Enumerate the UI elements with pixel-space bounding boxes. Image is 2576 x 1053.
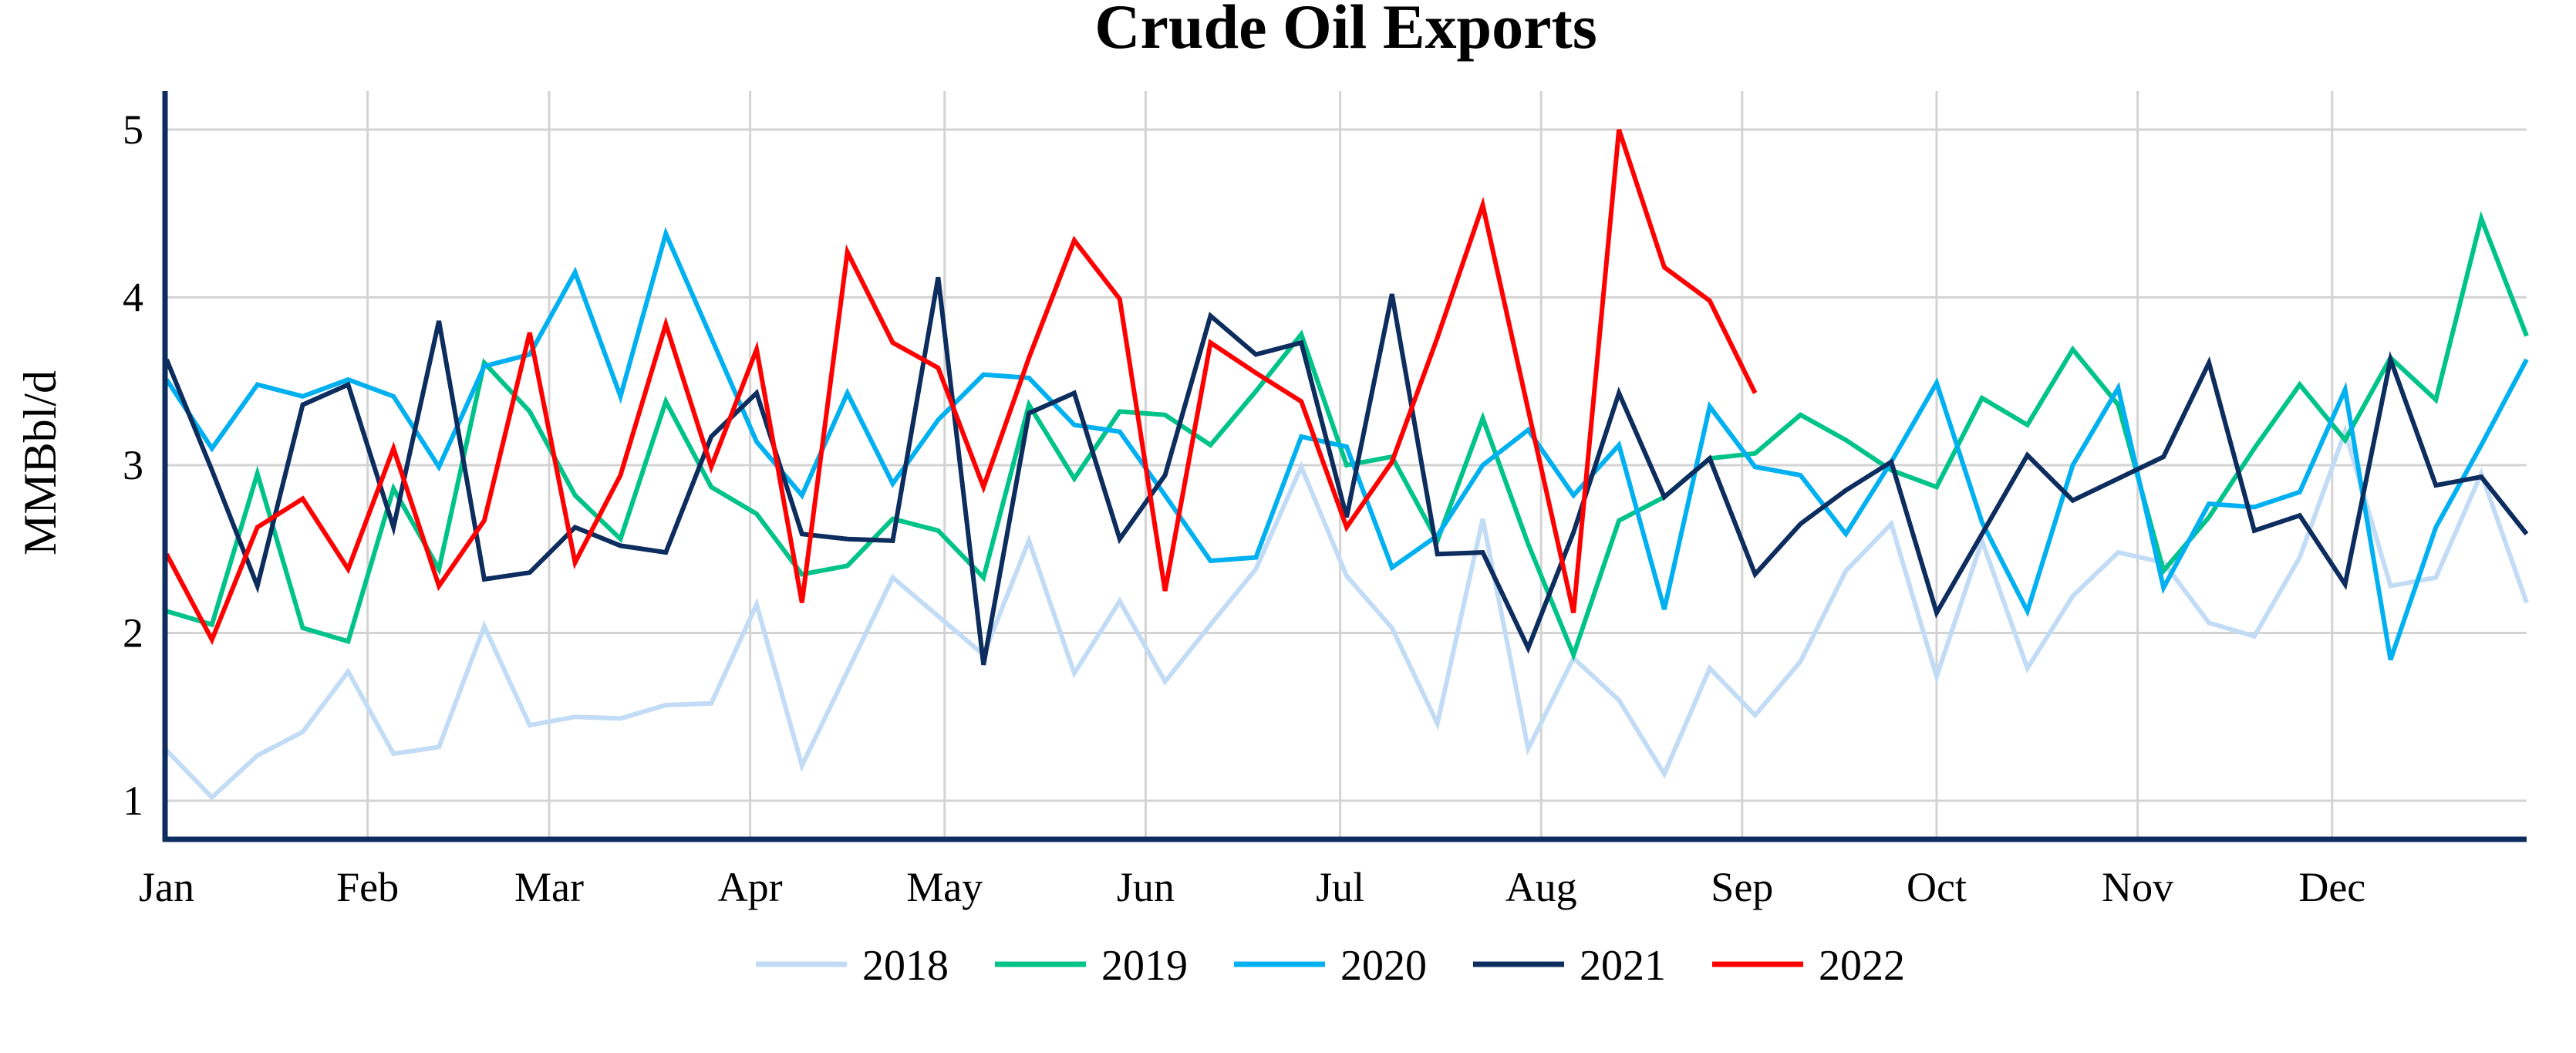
axes [162, 91, 2527, 842]
y-tick-label: 3 [123, 442, 143, 488]
y-tick-labels: 1 2 3 4 5 [123, 106, 143, 824]
x-tick-label: Oct [1907, 864, 1967, 910]
y-tick-label: 4 [123, 275, 143, 321]
legend-label: 2020 [1340, 942, 1427, 990]
legend: 2018 2019 2020 2021 2022 [756, 942, 1905, 990]
series-line-2022 [164, 129, 1758, 646]
y-tick-label: 2 [123, 609, 143, 656]
legend-label: 2019 [1101, 942, 1188, 990]
legend-label: 2022 [1819, 942, 1905, 990]
series-line-2020 [164, 226, 2529, 661]
x-tick-label: Feb [336, 864, 399, 910]
x-tick-label: May [906, 864, 983, 910]
x-tick-label: Sep [1711, 864, 1773, 910]
x-tick-label: Aug [1505, 864, 1577, 910]
y-axis-label: MMBbl/d [15, 370, 66, 555]
legend-item-2019: 2019 [995, 942, 1188, 990]
x-tick-label: Jul [1316, 864, 1364, 910]
x-tick-label: Nov [2102, 864, 2173, 910]
x-tick-label: Apr [718, 864, 783, 910]
x-tick-label: Jun [1117, 864, 1175, 910]
chart-title: Crude Oil Exports [1094, 0, 1597, 62]
legend-item-2022: 2022 [1712, 942, 1905, 990]
series-line-2018 [164, 424, 2529, 801]
y-tick-label: 1 [123, 778, 143, 824]
x-tick-label: Jan [139, 864, 194, 910]
legend-label: 2021 [1580, 942, 1666, 990]
legend-item-2018: 2018 [756, 942, 949, 990]
series-lines [164, 129, 2529, 801]
x-tick-label: Dec [2298, 864, 2365, 910]
legend-item-2021: 2021 [1473, 942, 1666, 990]
y-tick-label: 5 [123, 106, 143, 153]
x-tick-labels: Jan Feb Mar Apr May Jun Jul Aug Sep Oct Nov Dec [139, 864, 2365, 910]
legend-item-2020: 2020 [1234, 942, 1427, 990]
series-line-2021 [164, 276, 2529, 666]
legend-label: 2018 [862, 942, 949, 990]
x-tick-label: Mar [514, 864, 584, 910]
